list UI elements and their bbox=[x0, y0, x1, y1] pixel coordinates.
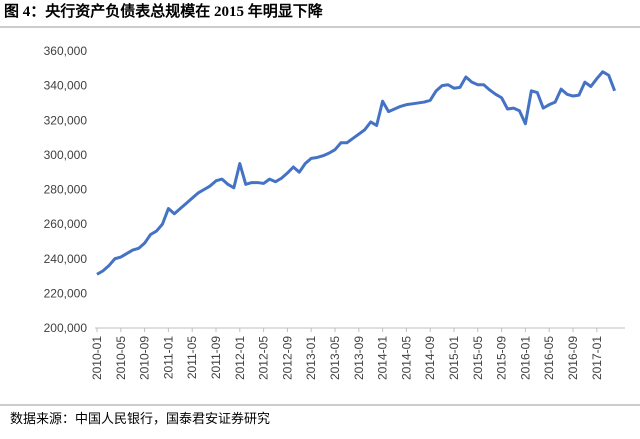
x-tick-label: 2012-01 bbox=[233, 336, 247, 380]
x-tick-label: 2016-05 bbox=[542, 336, 556, 380]
x-tick-label: 2015-05 bbox=[471, 336, 485, 380]
data-line bbox=[96, 70, 617, 276]
x-tick-label: 2011-05 bbox=[185, 336, 199, 379]
x-tick-label: 2015-01 bbox=[447, 336, 461, 380]
y-tick-label: 200,000 bbox=[44, 321, 88, 335]
y-tick-label: 340,000 bbox=[44, 79, 88, 93]
x-tick-label: 2017-01 bbox=[590, 336, 604, 380]
y-tick-label: 240,000 bbox=[44, 252, 88, 266]
x-tick-label: 2013-09 bbox=[352, 336, 366, 380]
y-tick-label: 260,000 bbox=[44, 217, 88, 231]
y-tick-label: 220,000 bbox=[44, 286, 88, 300]
x-tick-label: 2010-09 bbox=[138, 336, 152, 380]
x-tick-label: 2014-01 bbox=[376, 336, 390, 380]
y-tick-label: 320,000 bbox=[44, 113, 88, 127]
x-tick-label: 2016-09 bbox=[566, 336, 580, 380]
x-tick-label: 2013-05 bbox=[328, 336, 342, 380]
x-tick-label: 2011-01 bbox=[161, 336, 175, 379]
y-tick-label: 360,000 bbox=[44, 44, 88, 58]
x-tick-label: 2012-05 bbox=[257, 336, 271, 380]
x-tick-label: 2012-09 bbox=[280, 336, 294, 380]
x-tick-label: 2016-01 bbox=[518, 336, 532, 380]
x-tick-label: 2014-05 bbox=[399, 336, 413, 380]
y-tick-label: 280,000 bbox=[44, 183, 88, 197]
y-tick-label: 300,000 bbox=[44, 148, 88, 162]
x-tick-label: 2010-05 bbox=[114, 336, 128, 380]
x-tick-label: 2013-01 bbox=[304, 336, 318, 380]
x-tick-label: 2010-01 bbox=[90, 336, 104, 380]
x-tick-label: 2011-09 bbox=[209, 336, 223, 379]
x-tick-label: 2015-09 bbox=[495, 336, 509, 380]
x-tick-label: 2014-09 bbox=[423, 336, 437, 380]
source-note: 数据来源：中国人民银行，国泰君安证券研究 bbox=[10, 411, 270, 426]
chart-title: 图 4：央行资产负债表总规模在 2015 年明显下降 bbox=[4, 2, 324, 20]
